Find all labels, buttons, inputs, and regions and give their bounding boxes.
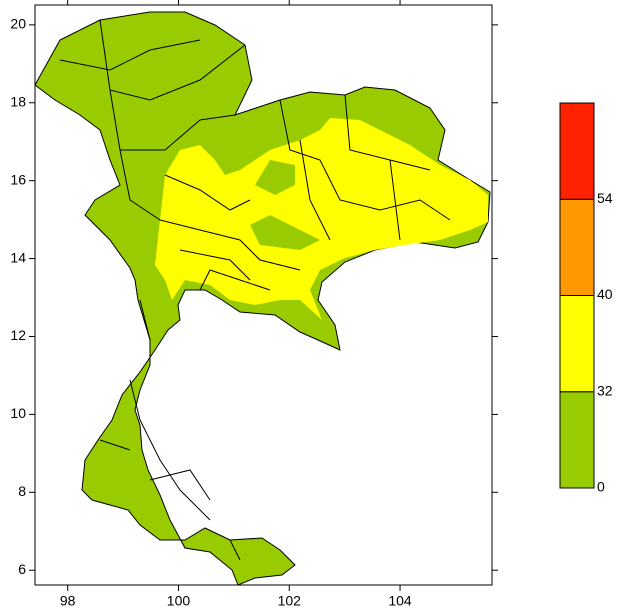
- colorbar-label: 40: [597, 286, 613, 302]
- x-tick-label: 104: [388, 593, 412, 609]
- y-tick-label: 6: [18, 561, 26, 577]
- colorbar-label: 54: [597, 190, 613, 206]
- y-tick-label: 8: [18, 483, 26, 499]
- y-tick-label: 20: [10, 16, 26, 32]
- y-tick-label: 14: [10, 249, 26, 265]
- map-shapes: [34, 11, 491, 586]
- y-tick-label: 10: [10, 405, 26, 421]
- y-tick-label: 16: [10, 171, 26, 187]
- region-green-inner: [250, 160, 320, 250]
- colorbar-segment: [559, 198, 595, 296]
- colorbar-label: 32: [597, 382, 613, 398]
- plot-frame: [34, 4, 493, 586]
- colorbar-segment: [559, 391, 595, 489]
- colorbar-label: 0: [597, 479, 605, 495]
- x-tick-label: 98: [60, 593, 76, 609]
- colorbar-segment: [559, 102, 595, 200]
- province-borders: [59, 19, 451, 561]
- x-tick-label: 100: [167, 593, 191, 609]
- y-tick-label: 18: [10, 93, 26, 109]
- x-tick-label: 102: [278, 593, 302, 609]
- region-yellow: [155, 118, 488, 320]
- y-tick-label: 12: [10, 327, 26, 343]
- colorbar-segment: [559, 295, 595, 393]
